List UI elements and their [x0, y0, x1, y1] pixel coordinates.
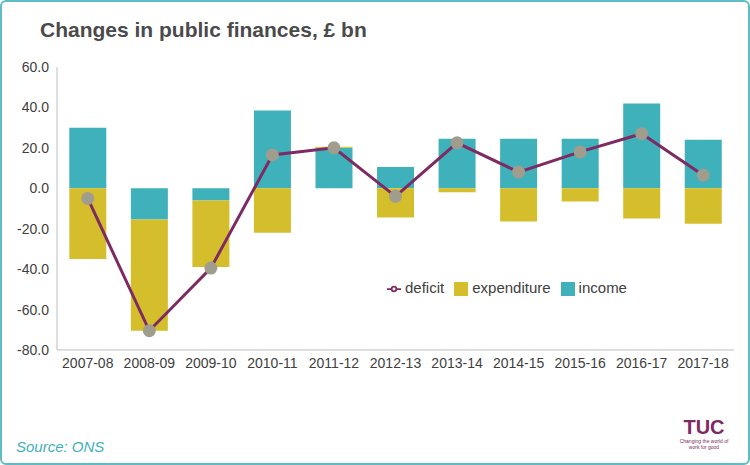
svg-text:2007-08: 2007-08	[62, 355, 114, 371]
svg-text:2010-11: 2010-11	[247, 355, 298, 371]
html-text:Changing the world of work for: Changing the world of work for good	[679, 438, 729, 450]
html-text:TUC: TUC	[683, 416, 725, 438]
svg-text:2013-14: 2013-14	[431, 355, 483, 371]
svg-text:-20.0: -20.0	[17, 221, 49, 237]
html-text:expenditure: expenditure	[472, 279, 551, 296]
svg-text:2011-12: 2011-12	[309, 355, 360, 371]
svg-text:2012-13: 2012-13	[370, 355, 422, 371]
html-text:Changes in public finances, £: Changes in public finances, £ bn	[40, 18, 367, 41]
svg-text:-60.0: -60.0	[17, 302, 49, 318]
html-text:deficit: deficit	[405, 279, 445, 296]
svg-text:2009-10: 2009-10	[185, 355, 237, 371]
svg-text:2016-17: 2016-17	[616, 355, 668, 371]
svg-text:-80.0: -80.0	[17, 342, 49, 358]
svg-text:-40.0: -40.0	[17, 261, 49, 277]
html-text:income: income	[578, 279, 627, 296]
svg-text:2014-15: 2014-15	[493, 355, 545, 371]
svg-text:2017-18: 2017-18	[678, 355, 730, 371]
svg-text:2015-16: 2015-16	[554, 355, 606, 371]
svg-text:60.0: 60.0	[22, 59, 49, 75]
svg-text:2008-09: 2008-09	[124, 355, 176, 371]
svg-text:20.0: 20.0	[22, 140, 49, 156]
html-text:Source: ONS: Source: ONS	[16, 438, 105, 455]
svg-text:40.0: 40.0	[22, 99, 49, 115]
svg-text:0.0: 0.0	[30, 180, 50, 196]
